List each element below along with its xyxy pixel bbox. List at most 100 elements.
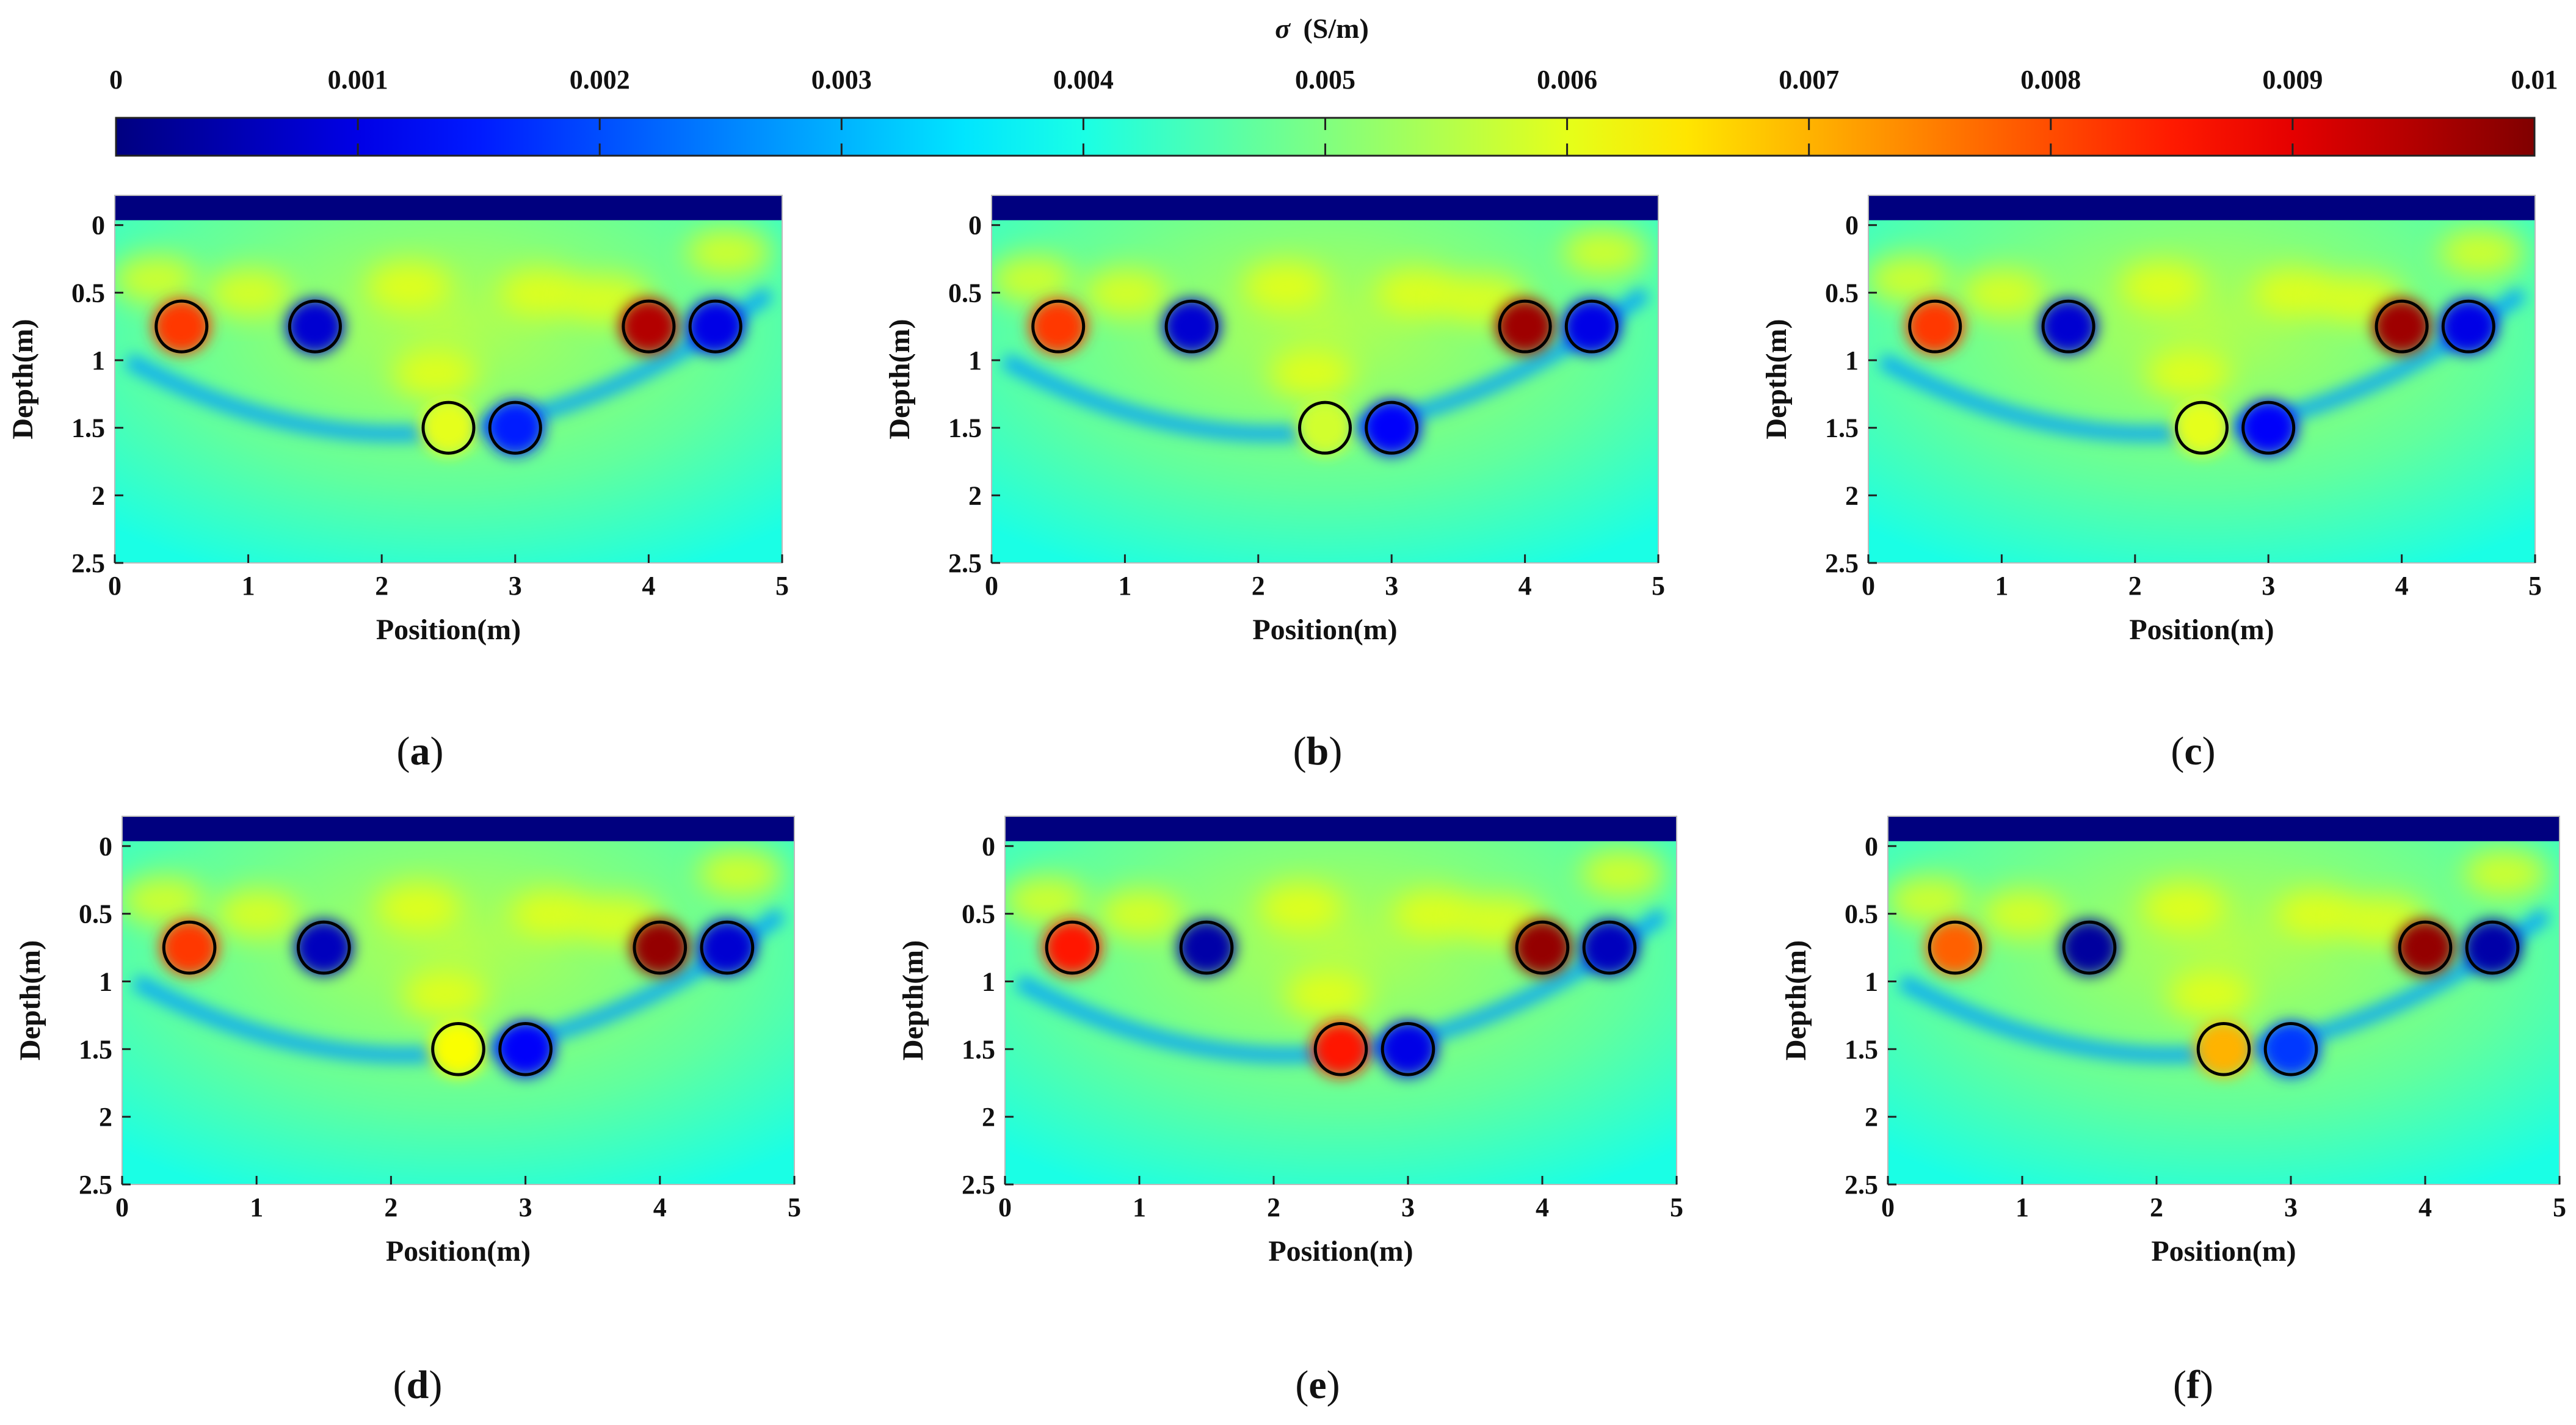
y-tick-label: 2.5 xyxy=(79,1170,112,1200)
colorbar-tick-label: 0.006 xyxy=(1537,65,1597,95)
y-tick-label: 0 xyxy=(99,832,112,861)
y-tick-label: 2.5 xyxy=(948,548,982,578)
texture-blob xyxy=(2439,227,2525,277)
colorbar-title-unit: (S/m) xyxy=(1303,13,1368,44)
texture-blob xyxy=(1959,268,2045,317)
x-axis-label: Position(m) xyxy=(1252,614,1397,646)
texture-blob xyxy=(992,255,1075,304)
texture-blob xyxy=(2275,889,2360,938)
plot-frame xyxy=(1887,816,2560,1185)
y-tick-label: 0 xyxy=(968,211,982,241)
target-circle xyxy=(431,1021,485,1076)
anomaly-blob xyxy=(159,919,219,976)
target-circle xyxy=(2062,920,2117,975)
air-layer xyxy=(1868,195,2535,220)
x-axis-label: Position(m) xyxy=(386,1235,531,1267)
anomaly-blob xyxy=(486,400,545,456)
air-layer xyxy=(1888,816,2560,841)
x-tick-label: 4 xyxy=(653,1192,667,1222)
y-tick-label: 1 xyxy=(968,346,982,375)
y-tick-label: 1.5 xyxy=(1845,1034,1878,1064)
colorbar-tick-label: 0.007 xyxy=(1779,65,1839,95)
anomaly-blob xyxy=(2194,1021,2254,1077)
y-tick-label: 0.5 xyxy=(1825,278,1859,308)
target-circle xyxy=(1179,920,1234,975)
y-axis-label: Depth(m) xyxy=(897,940,929,1061)
x-tick-label: 3 xyxy=(509,571,522,601)
target-circle xyxy=(2441,299,2495,354)
anomaly-blob xyxy=(2462,919,2522,976)
texture-blob xyxy=(2463,849,2549,898)
anomaly-blob xyxy=(2172,400,2231,456)
y-axis-label: Depth(m) xyxy=(1760,319,1793,439)
y-tick-label: 1 xyxy=(1845,346,1859,375)
anomaly-blob xyxy=(1362,400,1421,456)
texture-blob xyxy=(509,889,595,938)
colorbar: σ (S/m) 0 0.001 0.002 0.003 0.004 0.005 0.006 0… xyxy=(109,13,2558,157)
x-tick-label: 5 xyxy=(2553,1192,2566,1222)
texture-blob xyxy=(1097,889,1182,938)
panel-d: 0 1 2 3 4 5 0 0.5 1 1.5 2 2.5 Position(m) Depth(m) (d) xyxy=(14,816,801,1407)
x-tick-label: 5 xyxy=(1652,571,1665,601)
panel-label: (e) xyxy=(1295,1363,1340,1407)
y-tick-label: 1 xyxy=(99,966,112,996)
anomaly-blob xyxy=(496,1021,555,1078)
texture-blob xyxy=(1082,268,1168,317)
target-circle xyxy=(2175,401,2229,455)
target-circle xyxy=(2398,920,2453,975)
target-circle xyxy=(2465,920,2520,975)
anomaly-blob xyxy=(1029,299,1087,355)
target-circle xyxy=(633,920,688,975)
heatmap-field xyxy=(1005,816,1677,1184)
texture-blob xyxy=(1285,970,1370,1020)
anomaly-blob xyxy=(1562,299,1621,355)
target-circle xyxy=(622,299,676,354)
texture-blob xyxy=(686,227,772,277)
colorbar-tick-label: 0.002 xyxy=(570,65,630,95)
heatmap-field xyxy=(992,195,1658,563)
texture-blob xyxy=(115,255,198,304)
x-tick-label: 2 xyxy=(2150,1192,2163,1222)
target-circle xyxy=(1031,299,1086,354)
target-circle xyxy=(1515,920,1570,975)
air-layer xyxy=(992,195,1658,220)
target-circle xyxy=(1313,1022,1368,1076)
texture-blob xyxy=(2141,882,2226,932)
texture-blob xyxy=(1375,268,1461,317)
texture-blob xyxy=(1580,849,1666,898)
y-axis-label: Depth(m) xyxy=(7,319,39,439)
target-circle xyxy=(421,401,476,455)
texture-blob xyxy=(375,882,461,932)
x-tick-label: 4 xyxy=(2395,571,2409,601)
panel-label: (f) xyxy=(2173,1363,2213,1407)
anomaly-blob xyxy=(1925,919,1985,976)
panel-b: 0 1 2 3 4 5 0 0.5 1 1.5 2 2.5 Position(m) Depth(m) (b) xyxy=(883,195,1665,774)
y-tick-label: 2.5 xyxy=(1825,548,1859,578)
anomaly-blob xyxy=(619,299,678,355)
x-tick-label: 5 xyxy=(2528,571,2542,601)
anomaly-blob xyxy=(686,299,745,355)
target-circle xyxy=(2375,299,2429,354)
x-tick-label: 3 xyxy=(1385,571,1398,601)
x-tick-label: 0 xyxy=(998,1192,1012,1222)
target-circle xyxy=(1298,401,1352,455)
y-tick-label: 2 xyxy=(968,480,982,510)
anomaly-blob xyxy=(2059,919,2119,976)
target-circle xyxy=(1582,920,1637,975)
x-tick-label: 1 xyxy=(2015,1192,2029,1222)
texture-blob xyxy=(2252,268,2338,317)
panel-label: (d) xyxy=(393,1363,443,1407)
y-tick-label: 1.5 xyxy=(948,413,982,443)
panel-label: (b) xyxy=(1293,729,1343,774)
x-tick-label: 1 xyxy=(250,1192,263,1222)
anomaly-blob xyxy=(2261,1021,2321,1077)
y-axis-label: Depth(m) xyxy=(883,319,916,439)
anomaly-blob xyxy=(1296,400,1354,456)
panel-e: 0 1 2 3 4 5 0 0.5 1 1.5 2 2.5 Position(m) Depth(m) (e) xyxy=(897,816,1683,1407)
x-tick-label: 0 xyxy=(108,571,122,601)
texture-blob xyxy=(392,349,478,399)
heatmap-field xyxy=(1888,816,2560,1184)
plot-frame xyxy=(114,195,783,564)
texture-blob xyxy=(1562,227,1648,277)
